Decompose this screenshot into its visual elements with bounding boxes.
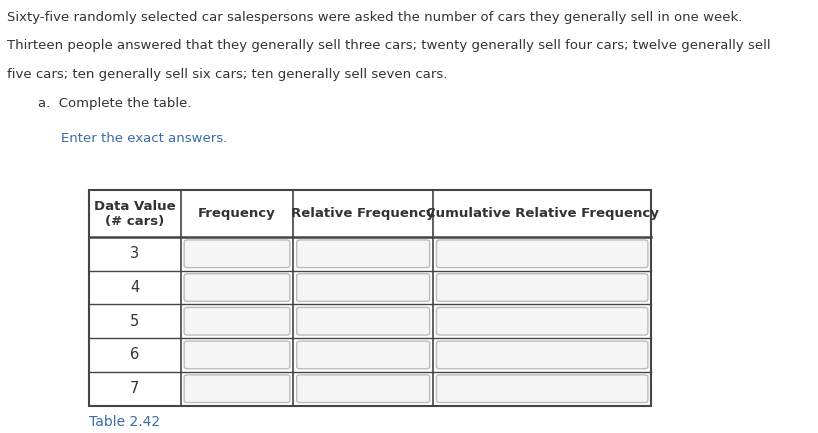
FancyBboxPatch shape — [437, 375, 648, 403]
Text: Number: Number — [445, 249, 490, 259]
FancyBboxPatch shape — [297, 307, 429, 335]
Text: Number: Number — [193, 350, 238, 360]
Text: Data Value
(# cars): Data Value (# cars) — [94, 200, 176, 228]
Text: Relative Frequency: Relative Frequency — [291, 207, 435, 220]
FancyBboxPatch shape — [184, 341, 290, 369]
Text: Number: Number — [193, 384, 238, 394]
Text: Enter the exact answers.: Enter the exact answers. — [61, 132, 227, 145]
FancyBboxPatch shape — [437, 240, 648, 268]
Text: Number: Number — [193, 282, 238, 293]
Text: Number: Number — [445, 384, 490, 394]
Text: 5: 5 — [130, 314, 139, 329]
FancyBboxPatch shape — [184, 307, 290, 335]
Text: Frequency: Frequency — [198, 207, 276, 220]
Text: Thirteen people answered that they generally sell three cars; twenty generally s: Thirteen people answered that they gener… — [7, 39, 771, 52]
Text: Number: Number — [445, 316, 490, 326]
FancyBboxPatch shape — [297, 274, 429, 301]
Text: 7: 7 — [130, 381, 139, 396]
Text: Number: Number — [306, 384, 350, 394]
FancyBboxPatch shape — [184, 375, 290, 403]
Text: 6: 6 — [130, 347, 139, 362]
Text: a.  Complete the table.: a. Complete the table. — [38, 97, 191, 110]
Text: Number: Number — [306, 249, 350, 259]
Text: Table 2.42: Table 2.42 — [88, 415, 160, 429]
FancyBboxPatch shape — [437, 341, 648, 369]
Text: 3: 3 — [130, 246, 139, 261]
FancyBboxPatch shape — [297, 341, 429, 369]
Text: Number: Number — [306, 350, 350, 360]
Text: five cars; ten generally sell six cars; ten generally sell seven cars.: five cars; ten generally sell six cars; … — [7, 68, 447, 81]
Text: Number: Number — [306, 282, 350, 293]
Text: Number: Number — [445, 350, 490, 360]
FancyBboxPatch shape — [297, 375, 429, 403]
FancyBboxPatch shape — [184, 240, 290, 268]
Text: Cumulative Relative Frequency: Cumulative Relative Frequency — [425, 207, 658, 220]
Text: Number: Number — [445, 282, 490, 293]
Text: 4: 4 — [130, 280, 139, 295]
Text: Number: Number — [193, 316, 238, 326]
FancyBboxPatch shape — [184, 274, 290, 301]
Text: Number: Number — [193, 249, 238, 259]
Text: Sixty-five randomly selected car salespersons were asked the number of cars they: Sixty-five randomly selected car salespe… — [7, 11, 742, 24]
FancyBboxPatch shape — [297, 240, 429, 268]
FancyBboxPatch shape — [437, 274, 648, 301]
FancyBboxPatch shape — [437, 307, 648, 335]
Text: Number: Number — [306, 316, 350, 326]
